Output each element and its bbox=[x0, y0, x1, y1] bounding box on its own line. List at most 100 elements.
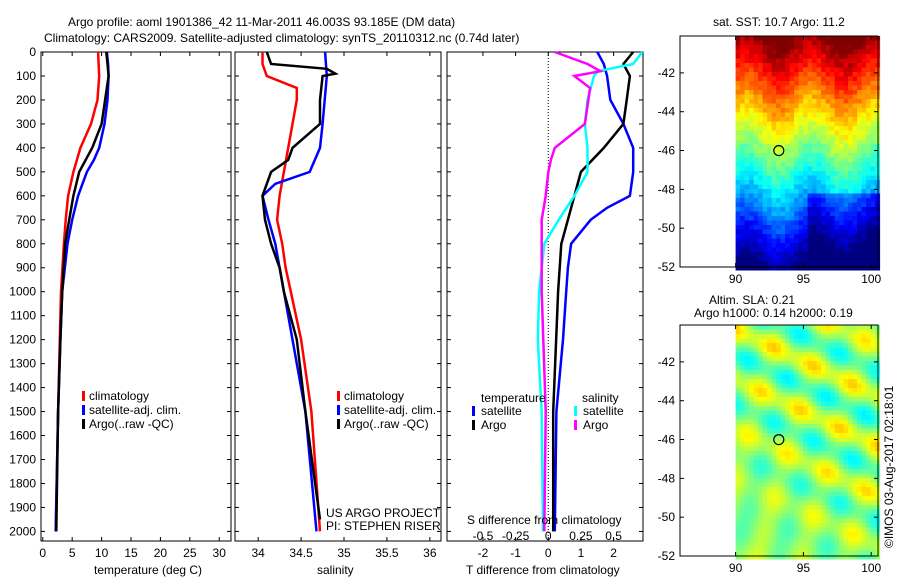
heatmap-cell bbox=[870, 460, 876, 465]
heatmap-cell bbox=[857, 229, 863, 235]
heatmap-cell bbox=[735, 352, 741, 357]
heatmap-cell bbox=[740, 207, 746, 212]
map-frame bbox=[679, 324, 879, 557]
heatmap-cell bbox=[839, 180, 845, 185]
heatmap-cell bbox=[758, 352, 764, 357]
heatmap-cell bbox=[780, 554, 786, 560]
heatmap-cell bbox=[749, 383, 755, 389]
heatmap-cell bbox=[861, 103, 867, 109]
heatmap-cell bbox=[834, 347, 840, 353]
depth-tick-label: 0 bbox=[29, 45, 36, 59]
heatmap-cell bbox=[735, 325, 741, 330]
heatmap-cell bbox=[821, 229, 827, 235]
heatmap-cell bbox=[758, 509, 764, 515]
heatmap-cell bbox=[870, 135, 876, 140]
heatmap-cell bbox=[740, 117, 746, 122]
heatmap-cell bbox=[839, 325, 845, 330]
heatmap-cell bbox=[830, 198, 836, 203]
heatmap-cell bbox=[861, 211, 867, 217]
heatmap-cell bbox=[762, 406, 768, 411]
heatmap-cell bbox=[780, 72, 786, 77]
heatmap-cell bbox=[834, 365, 840, 371]
heatmap-cell bbox=[758, 198, 764, 203]
heatmap-cell bbox=[848, 437, 854, 443]
heatmap-cell bbox=[798, 234, 804, 239]
heatmap-cell bbox=[861, 256, 867, 262]
heatmap-cell bbox=[807, 347, 813, 353]
heatmap-cell bbox=[857, 329, 863, 335]
heatmap-cell bbox=[794, 514, 800, 519]
heatmap-cell bbox=[843, 356, 849, 362]
heatmap-cell bbox=[812, 139, 818, 145]
heatmap-cell bbox=[794, 135, 800, 140]
heatmap-cell bbox=[803, 527, 809, 533]
heatmap-cell bbox=[848, 478, 854, 483]
heatmap-cell bbox=[848, 85, 854, 91]
heatmap-cell bbox=[735, 491, 741, 497]
heatmap-cell bbox=[753, 229, 759, 235]
heatmap-cell bbox=[762, 347, 768, 353]
heatmap-cell bbox=[843, 67, 849, 73]
heatmap-cell bbox=[866, 509, 872, 515]
heatmap-cell bbox=[812, 148, 818, 154]
heatmap-cell bbox=[807, 63, 813, 68]
heatmap-cell bbox=[843, 126, 849, 131]
heatmap-cell bbox=[771, 379, 777, 384]
heatmap-cell bbox=[767, 460, 773, 465]
heatmap-cell bbox=[803, 252, 809, 257]
heatmap-cell bbox=[798, 99, 804, 104]
heatmap-cell bbox=[830, 397, 836, 402]
heatmap-cell bbox=[861, 90, 867, 95]
heatmap-cell bbox=[789, 532, 795, 537]
heatmap-cell bbox=[812, 329, 818, 335]
heatmap-cell bbox=[744, 58, 750, 64]
heatmap-cell bbox=[740, 202, 746, 208]
heatmap-cell bbox=[753, 550, 759, 555]
heatmap-cell bbox=[798, 406, 804, 411]
heatmap-cell bbox=[816, 45, 822, 50]
heatmap-cell bbox=[843, 410, 849, 416]
heatmap-cell bbox=[843, 243, 849, 248]
heatmap-cell bbox=[834, 72, 840, 77]
heatmap-cell bbox=[785, 144, 791, 149]
heatmap-cell bbox=[816, 383, 822, 389]
heatmap-cell bbox=[857, 108, 863, 113]
heatmap-cell bbox=[785, 81, 791, 86]
heatmap-cell bbox=[812, 103, 818, 109]
heatmap-cell bbox=[780, 67, 786, 73]
heatmap-cell bbox=[740, 94, 746, 100]
heatmap-cell bbox=[821, 401, 827, 407]
heatmap-cell bbox=[803, 207, 809, 212]
heatmap-cell bbox=[767, 482, 773, 488]
heatmap-cell bbox=[834, 36, 840, 41]
heatmap-cell bbox=[789, 491, 795, 497]
heatmap-cell bbox=[857, 491, 863, 497]
heatmap-cell bbox=[780, 40, 786, 46]
heatmap-cell bbox=[825, 90, 831, 95]
heatmap-cell bbox=[812, 63, 818, 68]
heatmap-cell bbox=[857, 157, 863, 163]
heatmap-cell bbox=[834, 464, 840, 470]
heatmap-cell bbox=[830, 374, 836, 380]
heatmap-cell bbox=[816, 166, 822, 172]
heatmap-cell bbox=[762, 356, 768, 362]
x-tick-label: 35 bbox=[337, 546, 351, 560]
heatmap-cell bbox=[740, 442, 746, 447]
heatmap-cell bbox=[789, 392, 795, 398]
heatmap-cell bbox=[861, 175, 867, 181]
heatmap-cell bbox=[753, 325, 759, 330]
heatmap-cell bbox=[767, 473, 773, 479]
heatmap-cell bbox=[735, 72, 741, 77]
heatmap-cell bbox=[843, 478, 849, 483]
heatmap-cell bbox=[861, 473, 867, 479]
heatmap-cell bbox=[735, 49, 741, 55]
heatmap-cell bbox=[861, 144, 867, 149]
heatmap-cell bbox=[771, 334, 777, 339]
heatmap-cell bbox=[866, 58, 872, 64]
heatmap-cell bbox=[807, 193, 813, 199]
heatmap-cell bbox=[771, 243, 777, 248]
heatmap-cell bbox=[776, 94, 782, 100]
heatmap-cell bbox=[843, 54, 849, 59]
heatmap-cell bbox=[843, 424, 849, 429]
heatmap-cell bbox=[825, 365, 831, 371]
